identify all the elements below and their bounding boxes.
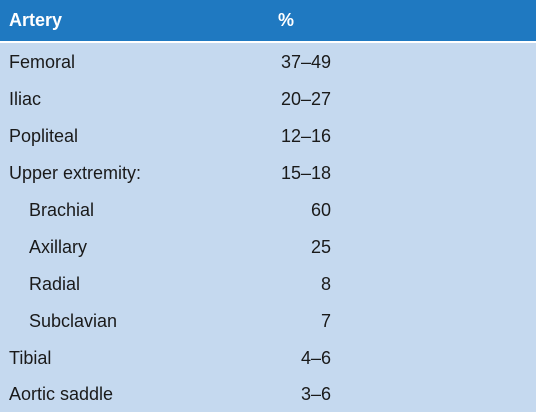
artery-name: Iliac bbox=[9, 89, 42, 109]
artery-percent: 15–18 bbox=[280, 163, 331, 183]
table-header: Artery % bbox=[0, 0, 536, 41]
artery-name: Upper extremity: bbox=[9, 163, 142, 183]
header-percent: % bbox=[278, 10, 295, 30]
artery-percent: 20–27 bbox=[280, 89, 331, 109]
artery-name: Popliteal bbox=[9, 126, 79, 146]
artery-name: Brachial bbox=[29, 200, 95, 220]
artery-name: Subclavian bbox=[29, 311, 118, 331]
table-row: Tibial 4–6 bbox=[0, 339, 536, 376]
table-row: Axillary 25 bbox=[0, 228, 536, 265]
artery-name: Aortic saddle bbox=[9, 384, 114, 404]
artery-name: Femoral bbox=[9, 52, 76, 72]
table-row: Femoral 37–49 bbox=[0, 43, 536, 80]
table-row: Radial 8 bbox=[0, 265, 536, 302]
table-row: Brachial 60 bbox=[0, 191, 536, 228]
artery-percent: 8 bbox=[320, 274, 331, 294]
table-row: Iliac 20–27 bbox=[0, 80, 536, 117]
table-row: Upper extremity: 15–18 bbox=[0, 154, 536, 191]
artery-percent: 12–16 bbox=[280, 126, 331, 146]
artery-percent: 4–6 bbox=[300, 348, 331, 368]
artery-percent: 7 bbox=[320, 311, 331, 331]
header-divider bbox=[0, 41, 536, 43]
artery-name: Tibial bbox=[9, 348, 52, 368]
table-row: Subclavian 7 bbox=[0, 302, 536, 339]
table-row: Aortic saddle 3–6 bbox=[0, 375, 536, 412]
artery-name: Axillary bbox=[29, 237, 88, 257]
artery-percent: 25 bbox=[310, 237, 331, 257]
artery-name: Radial bbox=[29, 274, 81, 294]
artery-percent: 60 bbox=[310, 200, 331, 220]
header-artery: Artery bbox=[9, 10, 63, 30]
artery-percent: 3–6 bbox=[300, 384, 331, 404]
table-row: Popliteal 12–16 bbox=[0, 117, 536, 154]
artery-percent: 37–49 bbox=[280, 52, 331, 72]
